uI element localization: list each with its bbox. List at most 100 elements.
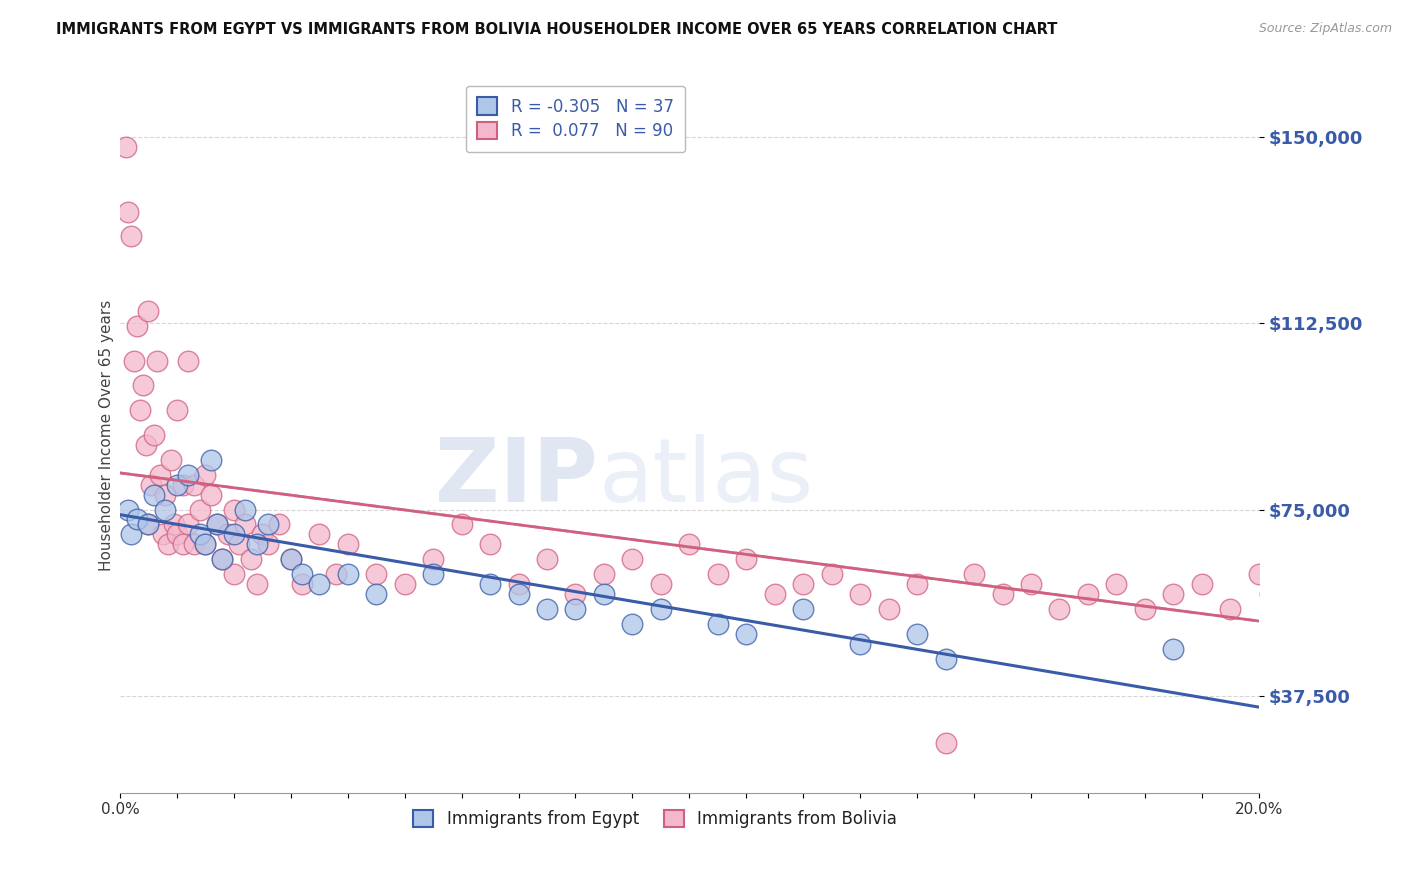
Point [707,616,730,631]
Point [991,587,1014,601]
Point [114,140,136,154]
Point [122,353,145,368]
Point [163,517,186,532]
Point [194,537,217,551]
Point [157,537,180,551]
Point [166,527,188,541]
Point [291,567,314,582]
Point [905,626,928,640]
Point [188,502,211,516]
Point [183,477,205,491]
Point [228,537,250,551]
Point [138,304,160,318]
Point [291,577,314,591]
Point [508,577,530,591]
Point [821,567,844,582]
Point [325,567,347,582]
Point [877,602,900,616]
Text: IMMIGRANTS FROM EGYPT VS IMMIGRANTS FROM BOLIVIA HOUSEHOLDER INCOME OVER 65 YEAR: IMMIGRANTS FROM EGYPT VS IMMIGRANTS FROM… [56,22,1057,37]
Point [172,537,194,551]
Point [707,567,730,582]
Point [650,577,672,591]
Point [792,577,814,591]
Legend: Immigrants from Egypt, Immigrants from Bolivia: Immigrants from Egypt, Immigrants from B… [406,803,904,834]
Point [177,517,200,532]
Point [152,527,174,541]
Point [155,502,177,516]
Point [1077,587,1099,601]
Point [678,537,700,551]
Point [280,552,302,566]
Point [621,552,644,566]
Point [194,537,217,551]
Point [621,616,644,631]
Point [1316,602,1339,616]
Point [564,587,586,601]
Point [117,502,139,516]
Point [1049,602,1071,616]
Point [252,527,274,541]
Point [1327,587,1350,601]
Point [735,626,758,640]
Point [222,527,245,541]
Text: Source: ZipAtlas.com: Source: ZipAtlas.com [1258,22,1392,36]
Point [233,502,256,516]
Point [138,517,160,532]
Point [1133,602,1156,616]
Point [1105,577,1128,591]
Point [422,552,444,566]
Point [1019,577,1042,591]
Point [849,637,872,651]
Point [1247,567,1270,582]
Point [257,537,280,551]
Point [536,552,558,566]
Point [239,552,262,566]
Point [1294,587,1316,601]
Point [149,467,172,482]
Point [117,204,139,219]
Point [257,517,280,532]
Point [1191,577,1213,591]
Y-axis label: Householder Income Over 65 years: Householder Income Over 65 years [100,300,114,571]
Point [245,537,267,551]
Point [166,403,188,417]
Point [735,552,758,566]
Point [508,587,530,601]
Point [905,577,928,591]
Point [135,438,157,452]
Point [205,517,228,532]
Point [125,512,148,526]
Point [211,552,233,566]
Point [177,353,200,368]
Point [366,567,388,582]
Point [536,602,558,616]
Point [308,577,330,591]
Point [155,488,177,502]
Point [183,537,205,551]
Point [593,567,616,582]
Point [336,567,359,582]
Point [963,567,986,582]
Point [849,587,872,601]
Point [1219,602,1241,616]
Point [120,229,142,244]
Point [233,517,256,532]
Point [763,587,786,601]
Point [166,477,188,491]
Point [200,488,222,502]
Point [479,537,502,551]
Point [1282,602,1305,616]
Point [146,353,169,368]
Point [120,527,142,541]
Point [211,552,233,566]
Point [935,736,957,750]
Point [336,537,359,551]
Point [205,517,228,532]
Point [172,477,194,491]
Point [141,477,163,491]
Point [479,577,502,591]
Point [160,453,183,467]
Point [308,527,330,541]
Point [217,527,239,541]
Point [269,517,291,532]
